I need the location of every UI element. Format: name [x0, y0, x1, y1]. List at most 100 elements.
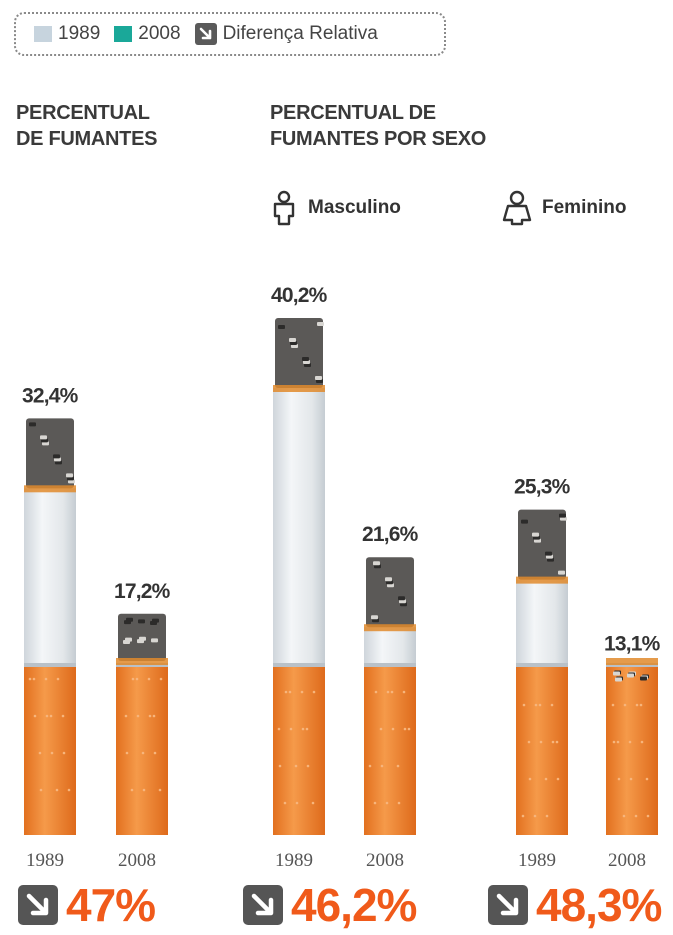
- cigarette-percentual-de-fumantes-2008-speckle: [148, 714, 152, 718]
- cigarette-feminino-2008-speckle: [646, 814, 650, 818]
- cigarette-masculino-2008-filter: [364, 667, 416, 835]
- cigarette-masculino-2008-value-label: 21,6%: [362, 523, 419, 546]
- cigarette-masculino-2008-speckle: [380, 764, 384, 768]
- legend-label-1989: 1989: [58, 23, 101, 44]
- sex-label-female-text: Feminino: [542, 197, 627, 218]
- cigarette-masculino-2008-speckle: [407, 727, 411, 731]
- cigarette-feminino-1989-year-label: 1989: [518, 850, 556, 871]
- down-right-arrow-icon: [194, 23, 217, 45]
- cigarette-feminino-2008-ash-fleck: [627, 673, 634, 678]
- cigarette-masculino-2008-speckle: [396, 764, 400, 768]
- cigarette-percentual-de-fumantes-2008-speckle: [130, 788, 134, 792]
- cigarette-feminino-1989-ash-fleck: [521, 519, 528, 524]
- cigarette-masculino-2008-speckle: [391, 727, 395, 731]
- cigarette-masculino-1989-ash-fleck: [317, 322, 324, 326]
- cigarette-masculino-1989-speckle: [305, 727, 309, 731]
- cigarette-percentual-de-fumantes-1989-ash-fleck: [66, 473, 73, 478]
- cigarette-masculino-2008-ash-fleck: [371, 615, 378, 620]
- cigarette-percentual-de-fumantes-2008-ash-fleck: [123, 639, 130, 644]
- cigarette-percentual-de-fumantes-2008-speckle: [125, 751, 129, 755]
- cigarette-masculino-2008-ash-fleck: [373, 561, 380, 566]
- heading-by-sex: PERCENTUAL DE FUMANTES POR SEXO: [270, 100, 486, 152]
- cigarette-masculino-2008-speckle: [390, 690, 394, 694]
- cigarette-percentual-de-fumantes-1989-ember: [24, 485, 76, 493]
- cigarette-masculino-1989-speckle: [278, 764, 282, 768]
- legend-item-2008: 2008: [114, 23, 181, 45]
- cigarette-masculino-2008-speckle: [397, 801, 401, 805]
- cigarette-percentual-de-fumantes-1989-speckle: [67, 788, 71, 792]
- cigarette-feminino-2008-speckle: [640, 740, 644, 744]
- cigarette-feminino-1989-value-label: 25,3%: [514, 476, 571, 499]
- cigarette-percentual-de-fumantes-1989-speckle: [62, 751, 66, 755]
- cigarette-masculino-2008-ring: [364, 663, 416, 667]
- difference-overall: 47%: [18, 882, 156, 928]
- cigarette-masculino-2008-ash: [366, 557, 414, 628]
- difference-female: 48,3%: [488, 882, 662, 928]
- cigarette-masculino-1989-filter: [273, 667, 325, 835]
- cigarette-feminino-2008-speckle: [616, 740, 620, 744]
- cigarette-percentual-de-fumantes-2008-speckle: [124, 714, 128, 718]
- cigarette-feminino-1989-speckle: [544, 777, 548, 781]
- sex-label-male: Masculino: [270, 190, 401, 226]
- cigarette-percentual-de-fumantes-2008-year-label: 2008: [118, 850, 156, 871]
- legend-swatch-1989: [34, 26, 52, 42]
- cigarette-masculino-1989-speckle: [300, 690, 304, 694]
- cigarette-percentual-de-fumantes-1989-speckle: [49, 714, 53, 718]
- cigarette-masculino-1989-speckle: [289, 727, 293, 731]
- female-person-icon: [502, 190, 532, 226]
- cigarette-masculino-1989-ring: [273, 663, 325, 667]
- cigarette-masculino-1989-speckle: [301, 727, 305, 731]
- cigarette-masculino-1989-ash-fleck: [289, 338, 296, 342]
- cigarette-percentual-de-fumantes-2008-speckle: [141, 751, 145, 755]
- cigarette-percentual-de-fumantes-2008-speckle: [158, 788, 162, 792]
- cigarette-masculino-1989-ash: [275, 318, 323, 388]
- heading-overall-line-1: PERCENTUAL: [16, 102, 150, 124]
- cigarette-masculino-1989-ash-fleck: [302, 357, 309, 361]
- cigarette-feminino-1989-speckle: [533, 814, 537, 818]
- cigarette-feminino-2008-speckle: [628, 740, 632, 744]
- cigarette-feminino-2008-speckle: [622, 814, 626, 818]
- cigarette-percentual-de-fumantes-2008-ash-fleck: [151, 638, 158, 643]
- cigarette-percentual-de-fumantes-1989-speckle: [39, 788, 43, 792]
- cigarette-feminino-2008-speckle: [629, 777, 633, 781]
- cigarette-percentual-de-fumantes-1989-year-label: 1989: [26, 850, 64, 871]
- cigarette-percentual-de-fumantes-2008-speckle: [152, 714, 156, 718]
- cigarette-feminino-2008-ember: [606, 658, 658, 665]
- cigarette-feminino-1989-speckle: [538, 703, 542, 707]
- cigarette-masculino-1989-ash-fleck: [315, 376, 322, 380]
- cigarette-percentual-de-fumantes-2008-speckle: [135, 677, 139, 681]
- cigarette-feminino-1989-ash: [518, 509, 566, 580]
- legend-label-difference: Diferença Relativa: [222, 23, 378, 44]
- cigarette-feminino-1989-speckle: [522, 703, 526, 707]
- cigarette-masculino-1989-speckle: [312, 690, 316, 694]
- cigarette-percentual-de-fumantes-2008-speckle: [147, 677, 151, 681]
- cigarette-percentual-de-fumantes-1989-paper: [24, 488, 76, 667]
- down-right-arrow-icon: [243, 885, 283, 925]
- cigarette-feminino-1989-ring: [516, 663, 568, 667]
- cigarette-feminino-1989-filter: [516, 667, 568, 835]
- cigarette-feminino-1989-speckle: [521, 814, 525, 818]
- cigarette-masculino-1989-speckle: [311, 801, 315, 805]
- cigarette-masculino-2008-ember: [364, 624, 416, 632]
- cigarette-masculino-2008-speckle: [373, 801, 377, 805]
- cigarette-feminino-2008-speckle: [611, 703, 615, 707]
- heading-by-sex-line-1: PERCENTUAL DE: [270, 102, 436, 124]
- cigarette-feminino-1989-speckle: [545, 814, 549, 818]
- cigarette-feminino-2008-ash-fleck: [613, 671, 620, 676]
- cigarette-masculino-2008-speckle: [403, 727, 407, 731]
- cigarette-feminino-1989-speckle: [528, 777, 532, 781]
- cigarette-masculino-2008-speckle: [374, 690, 378, 694]
- cigarette-percentual-de-fumantes-1989-speckle: [33, 714, 37, 718]
- sex-label-male-text: Masculino: [308, 197, 401, 218]
- cigarette-feminino-1989-speckle: [555, 740, 559, 744]
- cigarette-masculino-2008-speckle: [379, 727, 383, 731]
- cigarette-percentual-de-fumantes-1989-ash-fleck: [40, 435, 47, 440]
- cigarette-feminino-2008-speckle: [634, 814, 638, 818]
- cigarette-feminino-2008-ash-fleck: [615, 677, 622, 682]
- cigarette-percentual-de-fumantes-1989-ring: [24, 663, 76, 667]
- cigarette-masculino-1989-speckle: [284, 690, 288, 694]
- cigarette-masculino-1989-ember: [273, 385, 325, 392]
- cigarette-masculino-2008-speckle: [402, 690, 406, 694]
- down-right-arrow-icon: [488, 885, 528, 925]
- cigarette-percentual-de-fumantes-2008-speckle: [136, 714, 140, 718]
